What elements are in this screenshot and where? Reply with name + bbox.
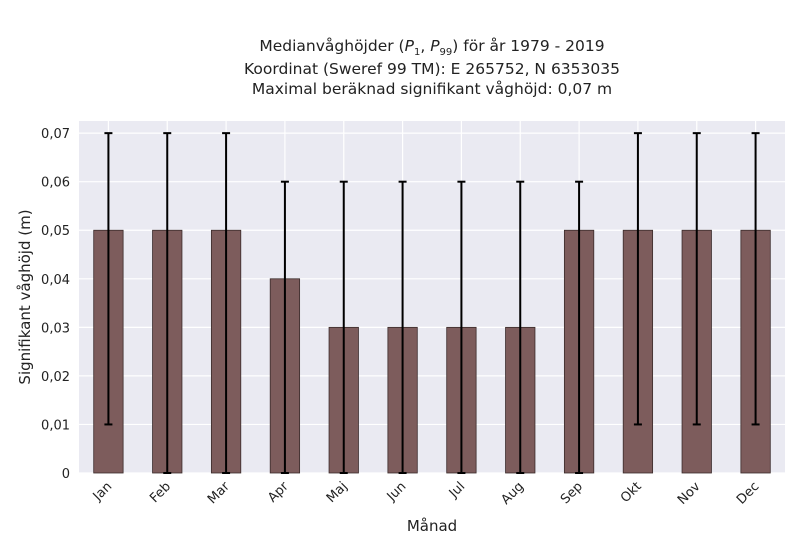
y-tick-label: 0,02 bbox=[41, 370, 70, 385]
y-tick-label: 0,03 bbox=[41, 321, 70, 336]
y-tick-label: 0,07 bbox=[41, 127, 70, 142]
title-line-3: Maximal beräknad signifikant våghöjd: 0,… bbox=[252, 80, 612, 98]
x-tick-label: Sep bbox=[558, 479, 586, 507]
x-tick-label: Apr bbox=[265, 479, 292, 506]
y-tick-label: 0,01 bbox=[41, 418, 70, 433]
x-axis-label: Månad bbox=[407, 517, 457, 535]
x-tick-label: Nov bbox=[675, 479, 704, 508]
title-line-2: Koordinat (Sweref 99 TM): E 265752, N 63… bbox=[244, 60, 620, 78]
x-tick-label: Aug bbox=[499, 479, 528, 508]
y-axis-label: Signifikant våghöjd (m) bbox=[16, 209, 34, 384]
title-line-1: Medianvåghöjder (P1, P99) för år 1979 - … bbox=[259, 37, 604, 58]
x-tick-label: Mar bbox=[205, 479, 233, 507]
x-tick-label: Jun bbox=[384, 479, 410, 505]
x-tick-label: Dec bbox=[734, 479, 762, 507]
y-tick-label: 0,05 bbox=[41, 224, 70, 239]
x-tick-label: Feb bbox=[147, 479, 174, 506]
y-tick-label: 0,06 bbox=[41, 176, 70, 191]
x-tick-label: Jan bbox=[90, 479, 115, 504]
x-tick-label: Maj bbox=[324, 479, 351, 506]
y-axis-ticks: 0 0,01 0,02 0,03 0,04 0,05 0,06 0,07 bbox=[41, 127, 70, 482]
y-tick-label: 0 bbox=[62, 467, 70, 482]
y-tick-label: 0,04 bbox=[41, 273, 70, 288]
chart-title: Medianvåghöjder (P1, P99) för år 1979 - … bbox=[244, 37, 620, 98]
plot-area bbox=[79, 121, 785, 473]
x-tick-label: Jul bbox=[446, 479, 468, 501]
x-tick-label: Okt bbox=[618, 479, 645, 506]
x-axis-ticks: Jan Feb Mar Apr Maj Jun Jul Aug Sep Okt Nov Dec bbox=[90, 479, 763, 508]
